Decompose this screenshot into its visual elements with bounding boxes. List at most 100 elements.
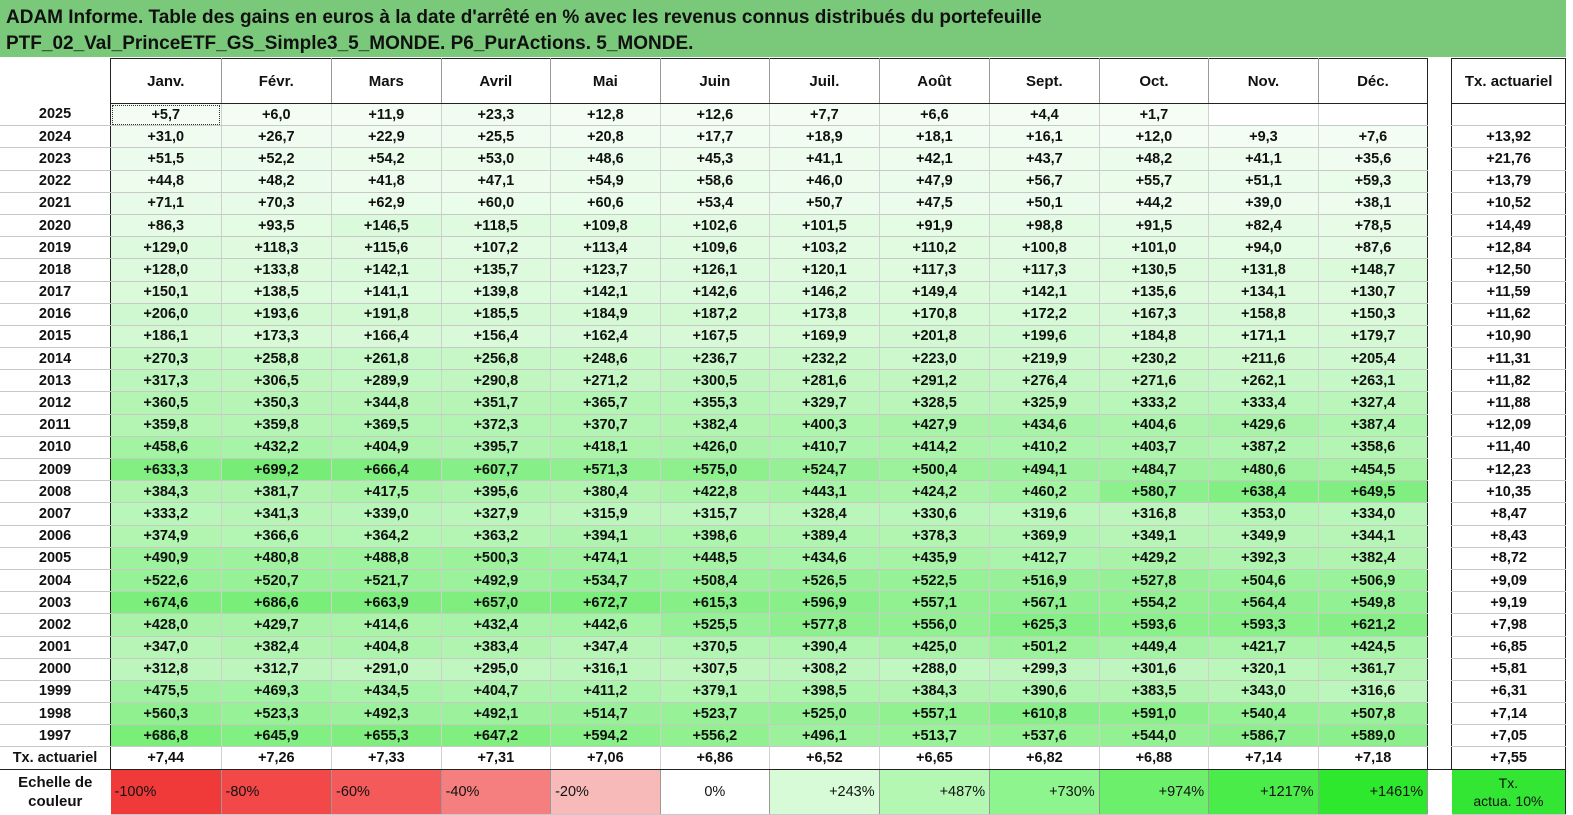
gain-cell: +421,7 [1208,636,1319,659]
gain-cell: +556,2 [660,724,771,748]
gain-cell: +657,0 [441,591,552,615]
year-cell: 2013 [0,369,111,393]
corner-cell [0,59,111,104]
gain-cell: +580,7 [1099,480,1210,504]
average-cell: +7,44 [110,746,222,770]
gain-cell: +554,2 [1099,591,1210,615]
gain-cell: +443,1 [769,480,880,504]
gap-cell [1427,591,1452,614]
gain-cell: +434,5 [331,680,442,704]
gain-cell: +20,8 [550,125,661,149]
gain-cell: +270,3 [110,347,222,371]
gain-cell: +560,3 [110,702,222,726]
gain-cell: +329,7 [769,391,880,415]
gain-cell: +534,7 [550,569,661,593]
gain-cell: +7,7 [769,103,880,127]
gain-cell: +448,5 [660,547,771,570]
gain-cell: +527,8 [1099,569,1210,593]
gain-cell: +412,7 [989,547,1100,570]
gain-cell: +131,8 [1208,258,1319,282]
rate-cell: +9,09 [1451,569,1566,593]
gain-cell: +191,8 [331,303,442,326]
gap-cell [1427,613,1452,636]
gain-cell: +414,6 [331,613,442,637]
gain-cell: +142,1 [989,281,1100,304]
gain-cell: +596,9 [769,591,880,615]
gain-cell: +699,2 [221,458,333,482]
gain-cell [1208,103,1319,127]
gain-cell: +429,7 [221,613,333,637]
gain-cell: +390,6 [989,680,1100,704]
gain-cell: +398,6 [660,525,771,548]
gain-cell: +186,1 [110,325,222,349]
gain-cell: +504,6 [1208,569,1319,593]
gain-cell: +184,9 [550,303,661,326]
gain-cell: +429,6 [1208,414,1319,437]
gain-cell: +410,2 [989,436,1100,460]
year-cell: 2004 [0,569,111,593]
table-row: 2007 +333,2 +341,3 +339,0 +327,9 +315,9 +315,7… [0,502,1566,526]
gain-cell: +41,8 [331,170,442,193]
gap-cell [1427,458,1452,481]
year-cell: 2018 [0,258,111,282]
gain-cell: +484,7 [1099,458,1210,482]
gain-cell: +508,4 [660,569,771,593]
gain-cell: +549,8 [1318,591,1429,615]
gap-cell [1427,502,1452,526]
gain-cell: +316,6 [1318,680,1429,704]
gain-cell: +146,5 [331,214,442,238]
gain-cell: +41,1 [769,147,880,171]
gap-cell [1427,724,1452,747]
table-row: 2010 +458,6 +432,2 +404,9 +395,7 +418,1 +426,0… [0,436,1566,460]
gap-cell [1427,702,1452,725]
gap-cell [1427,436,1452,459]
table-row: 2016 +206,0 +193,6 +191,8 +185,5 +184,9 +187,2… [0,303,1566,326]
gain-cell: +142,6 [660,281,771,304]
gain-cell: +382,4 [660,414,771,437]
color-scale-label: Echelle de couleur [0,769,111,814]
gain-cell: +344,8 [331,391,442,415]
gap-cell [1427,369,1452,392]
gain-cell: +271,6 [1099,369,1210,393]
rate-cell: +12,23 [1451,458,1566,482]
gain-cell: +317,3 [110,369,222,393]
gain-cell: +70,3 [221,192,333,215]
gain-cell: +422,8 [660,480,771,504]
gain-cell: +370,5 [660,636,771,659]
gain-cell: +148,7 [1318,258,1429,282]
gain-cell: +454,5 [1318,458,1429,482]
gain-cell: +141,1 [331,281,442,304]
gain-cell: +404,7 [441,680,552,704]
gain-cell: +507,8 [1318,702,1429,726]
average-cell: +7,06 [550,746,661,770]
gain-cell: +50,7 [769,192,880,215]
gain-cell: +133,8 [221,258,333,282]
gain-cell: +87,6 [1318,236,1429,260]
gain-cell: +557,1 [879,591,991,615]
average-cell: +7,26 [221,746,333,770]
gain-cell: +53,0 [441,147,552,171]
gain-cell: +60,6 [550,192,661,215]
gain-cell: +480,8 [221,547,333,570]
table-row: 2018 +128,0 +133,8 +142,1 +135,7 +123,7 +126,1… [0,258,1566,282]
column-header-month: Févr. [221,58,333,104]
gain-cell: +520,7 [221,569,333,593]
scale-label-line2: couleur [28,792,83,810]
color-scale-swatch: 0% [660,769,771,815]
table-row: 2025 +5,7 +6,0 +11,9 +23,3 +12,8 +12,6 +7,7 +6,6… [0,103,1566,127]
gap-cell [1427,236,1452,259]
gain-cell: +35,6 [1318,147,1429,171]
gain-cell: +686,8 [110,724,222,748]
year-cell: 2022 [0,170,111,193]
gain-cell: +51,5 [110,147,222,171]
table-row: 2013 +317,3 +306,5 +289,9 +290,8 +271,2 +300,5… [0,369,1566,393]
gain-cell: +38,1 [1318,192,1429,215]
gain-cell: +540,4 [1208,702,1319,726]
gain-cell: +522,5 [879,569,991,593]
gain-cell: +129,0 [110,236,222,260]
average-row: Tx. actuariel +7,44 +7,26 +7,33 +7,31 +7,06 +6… [0,746,1566,770]
gain-cell: +102,6 [660,214,771,238]
gain-cell: +320,1 [1208,658,1319,681]
color-scale-swatch: -80% [221,769,333,815]
gain-cell: +339,0 [331,502,442,526]
